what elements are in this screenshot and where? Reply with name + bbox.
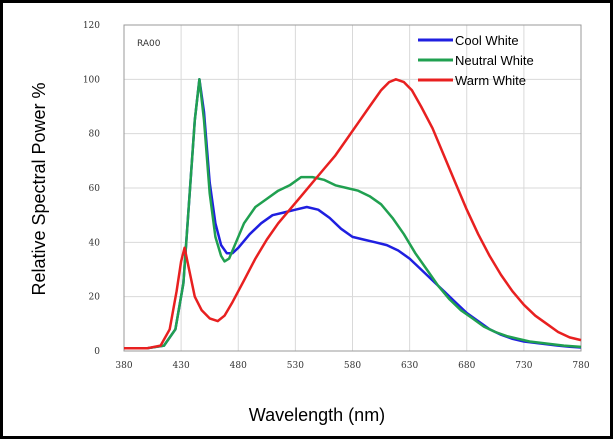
- x-tick-label: 580: [344, 361, 361, 371]
- spectral-power-chart: 380 430 480 530 580 630 680 730 780 0 20 40 60 80 100 1…: [29, 21, 590, 425]
- chart-panel: 380 430 480 530 580 630 680 730 780 0 20 40 60 80 100 1…: [3, 3, 610, 436]
- x-tick-label: 380: [115, 361, 132, 371]
- x-axis-title: Wavelength (nm): [249, 405, 385, 425]
- legend-label: Neutral White: [455, 53, 534, 68]
- series-line-warm-white: [124, 78, 582, 350]
- legend-label: Cool White: [455, 33, 519, 48]
- y-tick-label: 100: [83, 75, 100, 85]
- plot-area-border: [123, 24, 582, 352]
- series-line-neutral-white: [124, 78, 582, 350]
- legend: Cool White Neutral White Warm White: [418, 33, 534, 88]
- x-tick-label: 780: [572, 361, 589, 371]
- x-tick-label: 730: [515, 361, 532, 371]
- y-axis-title: Relative Spectral Power %: [29, 82, 49, 295]
- chart-annotation: RA00: [137, 39, 161, 49]
- x-tick-label: 530: [287, 361, 304, 371]
- y-tick-label: 0: [94, 347, 100, 357]
- x-tick-label: 680: [458, 361, 475, 371]
- y-tick-label: 60: [89, 184, 101, 194]
- series-lines: [124, 78, 582, 350]
- y-tick-label: 20: [89, 293, 101, 303]
- y-tick-label: 80: [89, 130, 101, 140]
- legend-label: Warm White: [455, 73, 526, 88]
- y-tick-label: 40: [89, 238, 101, 248]
- grid: [123, 24, 582, 352]
- tick-labels: 380 430 480 530 580 630 680 730 780 0 20 40 60 80 100 1…: [83, 21, 590, 371]
- x-tick-label: 630: [401, 361, 418, 371]
- x-tick-label: 480: [230, 361, 247, 371]
- x-tick-label: 430: [173, 361, 190, 371]
- y-tick-label: 120: [83, 21, 100, 31]
